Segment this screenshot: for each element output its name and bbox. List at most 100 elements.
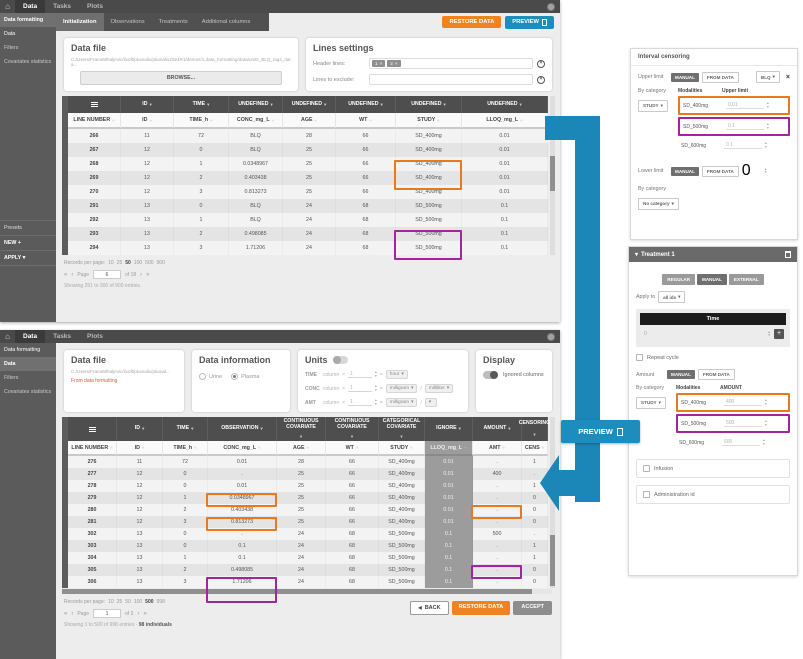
records-option-900[interactable]: 900 (156, 260, 165, 266)
trash-icon[interactable] (785, 251, 791, 258)
nav-tab-plots[interactable]: Plots (87, 333, 103, 340)
last-page-icon[interactable]: » (143, 610, 147, 617)
scrollbar-thumb[interactable] (550, 535, 555, 587)
step-up-icon[interactable]: ▴ (765, 141, 767, 146)
next-page-icon[interactable]: › (137, 610, 140, 617)
clear-icon[interactable]: × (537, 75, 545, 84)
header-line-tag[interactable]: 2 × (387, 60, 401, 67)
home-icon[interactable]: ⌂ (5, 2, 10, 11)
filter-icon[interactable]: ≈ (112, 117, 115, 123)
mode-external[interactable]: EXTERNAL (728, 274, 764, 285)
preview-workflow-button[interactable]: PREVIEW (561, 420, 640, 443)
stepper[interactable]: ▴ ▾ (763, 438, 765, 446)
nav-tab-data[interactable]: Data (15, 0, 46, 13)
filter-icon[interactable]: ≈ (464, 445, 467, 450)
records-option-50[interactable]: 50 (125, 260, 131, 266)
tab-treatments[interactable]: Treatments (158, 19, 188, 25)
nav-tab-tasks[interactable]: Tasks (53, 333, 72, 340)
filter-icon[interactable]: ≈ (110, 445, 113, 450)
tab-additional-columns[interactable]: Additional columns (201, 19, 251, 25)
step-down-icon[interactable]: ▾ (767, 104, 769, 109)
group-header-undefined[interactable]: UNDEFINED ▾ (462, 96, 548, 113)
modality-value-input[interactable]: 0.01 (726, 102, 764, 109)
lines-exclude-input[interactable] (369, 74, 533, 85)
vertical-scrollbar[interactable] (550, 96, 555, 255)
filter-icon[interactable]: ≈ (437, 117, 440, 123)
browse-button[interactable]: BROWSE... (79, 71, 283, 85)
records-option-25[interactable]: 25 (116, 599, 123, 605)
step-up-icon[interactable]: ▴ (375, 370, 377, 375)
filter-icon[interactable]: ≈ (410, 445, 413, 450)
group-header-categorical-covariate[interactable]: CATEGORICAL COVARIATE ▾ (379, 417, 425, 441)
restore-data-button[interactable]: RESTORE DATA (451, 601, 511, 615)
step-up-icon[interactable]: ▴ (765, 398, 767, 403)
records-option-998[interactable]: 998 (156, 599, 165, 605)
page-number-input[interactable]: 1 (93, 609, 122, 618)
records-option-100[interactable]: 100 (133, 260, 143, 266)
tab-initialization[interactable]: Initialization (56, 13, 104, 31)
prev-page-icon[interactable]: ‹ (71, 610, 74, 617)
stepper[interactable]: ▴ ▾ (375, 370, 377, 377)
filter-icon[interactable]: ≈ (258, 445, 261, 450)
group-header-id[interactable]: ID ▾ (121, 96, 174, 113)
records-option-10[interactable]: 10 (108, 599, 114, 605)
step-down-icon[interactable]: ▾ (765, 422, 767, 427)
filter-icon[interactable]: ≈ (369, 117, 372, 123)
filter-icon[interactable]: ≈ (355, 445, 359, 450)
mode-regular[interactable]: REGULAR (662, 274, 696, 285)
group-header-amount[interactable]: AMOUNT ▾ (473, 417, 522, 441)
stepper[interactable]: ▴ ▾ (768, 330, 770, 337)
step-up-icon[interactable]: ▴ (767, 122, 769, 127)
sidebar-item-filters[interactable]: Filters (4, 375, 19, 382)
scrollbar-thumb[interactable] (550, 156, 555, 192)
step-up-icon[interactable]: ▴ (375, 398, 377, 403)
settings-icon[interactable] (547, 2, 555, 11)
lower-from-data-button[interactable]: FROM DATA (701, 165, 739, 177)
sidebar-item-data-formatting[interactable]: Data formatting (0, 13, 56, 28)
settings-icon[interactable] (547, 332, 555, 341)
amount-from-data-button[interactable]: FROM DATA (697, 369, 735, 380)
filter-icon[interactable]: ≈ (141, 445, 145, 450)
group-header-undefined[interactable]: UNDEFINED ▾ (336, 96, 396, 113)
stepper[interactable]: ▴ ▾ (765, 398, 767, 405)
unit-select[interactable]: milligram ▾ (385, 384, 418, 393)
home-icon[interactable]: ⌂ (5, 332, 10, 341)
filter-icon[interactable]: ≈ (541, 445, 545, 450)
ignored-columns-toggle[interactable] (483, 371, 498, 379)
lower-limit-value[interactable]: 0 (741, 162, 751, 179)
menu-icon[interactable] (90, 101, 98, 108)
no-category-select[interactable]: No category ▾ (638, 197, 679, 210)
nav-tab-data[interactable]: Data (15, 330, 46, 343)
presets-apply-button[interactable]: APPLY ▾ (0, 251, 56, 266)
add-time-button[interactable]: + (774, 329, 784, 339)
stepper[interactable]: ▴ ▾ (375, 384, 377, 391)
filter-icon[interactable]: ≈ (149, 117, 152, 123)
sidebar-item-data[interactable]: Data (4, 31, 16, 38)
back-button[interactable]: ◀ BACK (410, 601, 449, 615)
remove-tag-icon[interactable]: × (379, 61, 383, 66)
units-toggle[interactable] (332, 356, 348, 364)
unit-select[interactable]: ▾ (424, 398, 437, 407)
presets-new-button[interactable]: NEW + (0, 236, 56, 251)
clear-icon[interactable]: × (537, 59, 545, 68)
sidebar-item-data-formatting[interactable]: Data formatting (4, 347, 41, 353)
group-header-time[interactable]: TIME ▾ (163, 417, 208, 441)
step-down-icon[interactable]: ▾ (767, 125, 769, 130)
filter-icon[interactable]: ≈ (194, 445, 197, 450)
mode-manual[interactable]: MANUAL (697, 274, 727, 285)
menu-icon[interactable] (88, 426, 96, 433)
step-down-icon[interactable]: ▾ (763, 441, 765, 446)
preview-button[interactable]: PREVIEW (505, 15, 554, 29)
treatment-header[interactable]: ▾ Treatment 1 (629, 247, 797, 262)
apply-to-select[interactable]: all ids ▾ (658, 291, 686, 303)
sidebar-item-filters[interactable]: Filters (4, 45, 19, 52)
header-line-tag[interactable]: 1 × (372, 60, 386, 67)
step-down-icon[interactable]: ▾ (765, 144, 767, 149)
modality-value-input[interactable]: 400 (724, 399, 762, 406)
filter-icon[interactable]: ≈ (314, 117, 317, 123)
first-page-icon[interactable]: « (64, 271, 68, 278)
stepper[interactable]: ▴ ▾ (767, 122, 769, 130)
study-select[interactable]: STUDY ▾ (636, 396, 666, 409)
next-page-icon[interactable]: › (140, 271, 143, 278)
group-header-time[interactable]: TIME ▾ (174, 96, 229, 113)
